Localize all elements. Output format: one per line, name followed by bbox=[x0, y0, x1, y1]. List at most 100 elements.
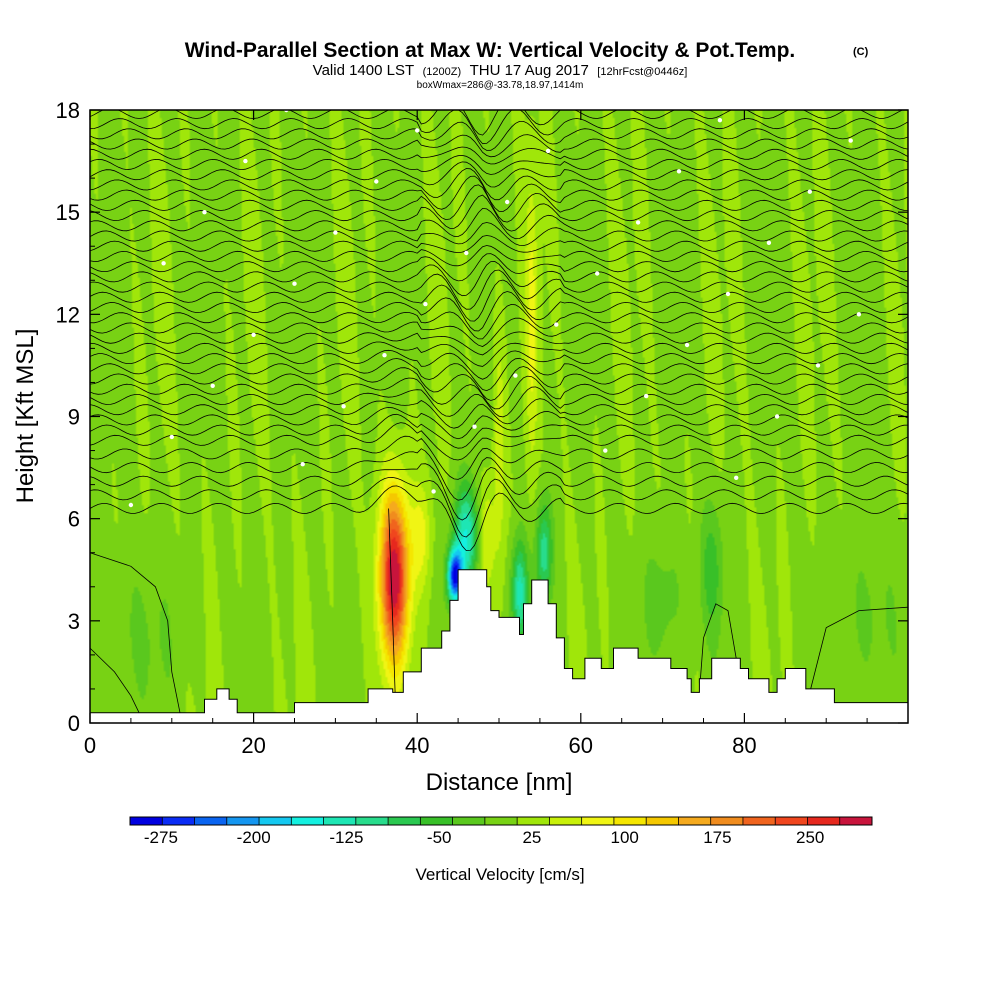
contour-label-marker bbox=[341, 404, 346, 409]
colorbar-swatch bbox=[162, 817, 195, 825]
contour-label-marker bbox=[202, 210, 207, 215]
y-tick-label: 15 bbox=[56, 200, 80, 225]
isentrope-line bbox=[90, 552, 181, 713]
isentrope-line bbox=[90, 269, 908, 310]
isentrope-line bbox=[90, 357, 908, 392]
contour-label-marker bbox=[676, 169, 682, 174]
isentrope-line bbox=[90, 207, 908, 240]
colorbar-swatch bbox=[323, 817, 357, 825]
colorbar-swatch bbox=[742, 817, 776, 825]
colorbar-swatch bbox=[517, 817, 550, 825]
isentrope-line bbox=[90, 317, 908, 347]
contour-label-marker bbox=[717, 118, 723, 123]
contour-label-marker bbox=[644, 393, 649, 399]
isentrope-line bbox=[90, 146, 908, 165]
contour-label-marker bbox=[415, 128, 420, 133]
colorbar-swatch bbox=[613, 817, 647, 825]
x-axis: 0 20 40 60 80 bbox=[84, 110, 868, 758]
terrain-profile bbox=[90, 569, 908, 723]
colorbar-swatch bbox=[775, 817, 808, 825]
valid-time-utc: (1200Z) bbox=[423, 66, 462, 78]
contour-label-marker bbox=[513, 373, 518, 378]
colorbar-tick-label: 100 bbox=[611, 828, 639, 847]
contour-label-marker bbox=[333, 230, 338, 235]
contour-label-marker bbox=[848, 138, 853, 143]
contour-label-marker bbox=[734, 475, 739, 480]
y-tick-label: 0 bbox=[68, 711, 80, 736]
isentrope-line bbox=[90, 341, 908, 367]
contour-label-marker bbox=[292, 281, 297, 286]
colorbar: -275 -200 -125 -50 25 100 175 250 bbox=[129, 816, 873, 847]
x-tick-label: 40 bbox=[405, 733, 429, 758]
contour-label-marker bbox=[554, 322, 559, 327]
isentrope-line bbox=[90, 375, 908, 410]
contour-label-marker bbox=[431, 489, 436, 494]
contour-label-marker bbox=[128, 502, 134, 508]
isentrope-line bbox=[90, 331, 908, 356]
colorbar-frame bbox=[129, 816, 873, 826]
isentrope-line bbox=[388, 508, 396, 693]
y-tick-label: 3 bbox=[68, 609, 80, 634]
contour-label-marker bbox=[505, 199, 510, 205]
isentrope-line bbox=[90, 422, 908, 461]
contour-label-marker bbox=[684, 342, 690, 348]
colorbar-swatch bbox=[291, 817, 324, 825]
isentrope-line bbox=[90, 485, 908, 552]
forecast-info: [12hrFcst@0446z] bbox=[597, 66, 687, 78]
y-tick-label: 18 bbox=[56, 98, 80, 123]
potential-temperature-contours bbox=[90, 110, 908, 713]
contour-label-marker bbox=[856, 312, 862, 317]
colorbar-swatch bbox=[484, 817, 518, 825]
colorbar-swatch bbox=[646, 817, 679, 825]
y-tick-label: 6 bbox=[68, 507, 80, 532]
isentrope-line bbox=[90, 235, 908, 254]
isentrope-line bbox=[90, 161, 908, 188]
contour-label-marker bbox=[210, 383, 215, 388]
contour-label-marker bbox=[545, 148, 551, 154]
isentrope-line bbox=[90, 476, 908, 538]
isentrope-line bbox=[90, 110, 904, 136]
contour-label-marker bbox=[243, 158, 248, 164]
isentrope-line bbox=[90, 184, 908, 223]
isentrope-line bbox=[90, 154, 908, 175]
colorbar-swatch bbox=[452, 817, 486, 825]
colorbar-swatch bbox=[710, 817, 744, 825]
colorbar-swatch bbox=[839, 817, 873, 825]
colorbar-tick-label: 250 bbox=[796, 828, 824, 847]
colorbar-tick-label: -275 bbox=[144, 828, 178, 847]
isentrope-line bbox=[90, 386, 908, 418]
x-axis-title: Distance [nm] bbox=[426, 769, 573, 796]
chart-title: Wind-Parallel Section at Max W: Vertical… bbox=[185, 39, 796, 62]
contour-label-marker bbox=[374, 179, 379, 184]
contour-label-marker bbox=[464, 250, 469, 256]
contour-label-marker bbox=[300, 462, 305, 467]
contour-label-marker bbox=[603, 448, 608, 453]
contour-label-marker bbox=[766, 240, 772, 245]
colorbar-tick-label: -50 bbox=[427, 828, 452, 847]
isentrope-line bbox=[90, 245, 908, 267]
y-tick-label: 12 bbox=[56, 302, 80, 327]
contour-label-marker bbox=[595, 271, 600, 276]
valid-time-line: Valid 1400 LST (1200Z) THU 17 Aug 2017 [… bbox=[313, 62, 688, 79]
colorbar-tick-label: -200 bbox=[237, 828, 271, 847]
isentrope-line bbox=[90, 121, 908, 151]
y-tick-label: 9 bbox=[68, 405, 80, 430]
isentrope-line bbox=[90, 303, 908, 340]
valid-time-prefix: Valid 1400 LST bbox=[313, 62, 414, 79]
isentrope-line bbox=[90, 253, 908, 282]
isentrope-line bbox=[90, 168, 908, 201]
isentrope-line bbox=[90, 291, 908, 332]
colorbar-swatch bbox=[130, 817, 163, 825]
contour-label-marker bbox=[815, 363, 821, 368]
isentrope-line bbox=[90, 366, 908, 401]
colorbar-swatch bbox=[388, 817, 421, 825]
isentrope-line bbox=[90, 435, 908, 480]
isentrope-line bbox=[90, 398, 908, 429]
contour-label-marker bbox=[807, 189, 812, 194]
contour-label-marker bbox=[725, 291, 731, 297]
colorbar-tick-label: 25 bbox=[522, 828, 541, 847]
box-wmax-info: boxWmax=286@-33.78,18.97,1414m bbox=[417, 80, 584, 91]
colorbar-swatch bbox=[678, 817, 711, 825]
isentrope-line bbox=[90, 222, 908, 247]
